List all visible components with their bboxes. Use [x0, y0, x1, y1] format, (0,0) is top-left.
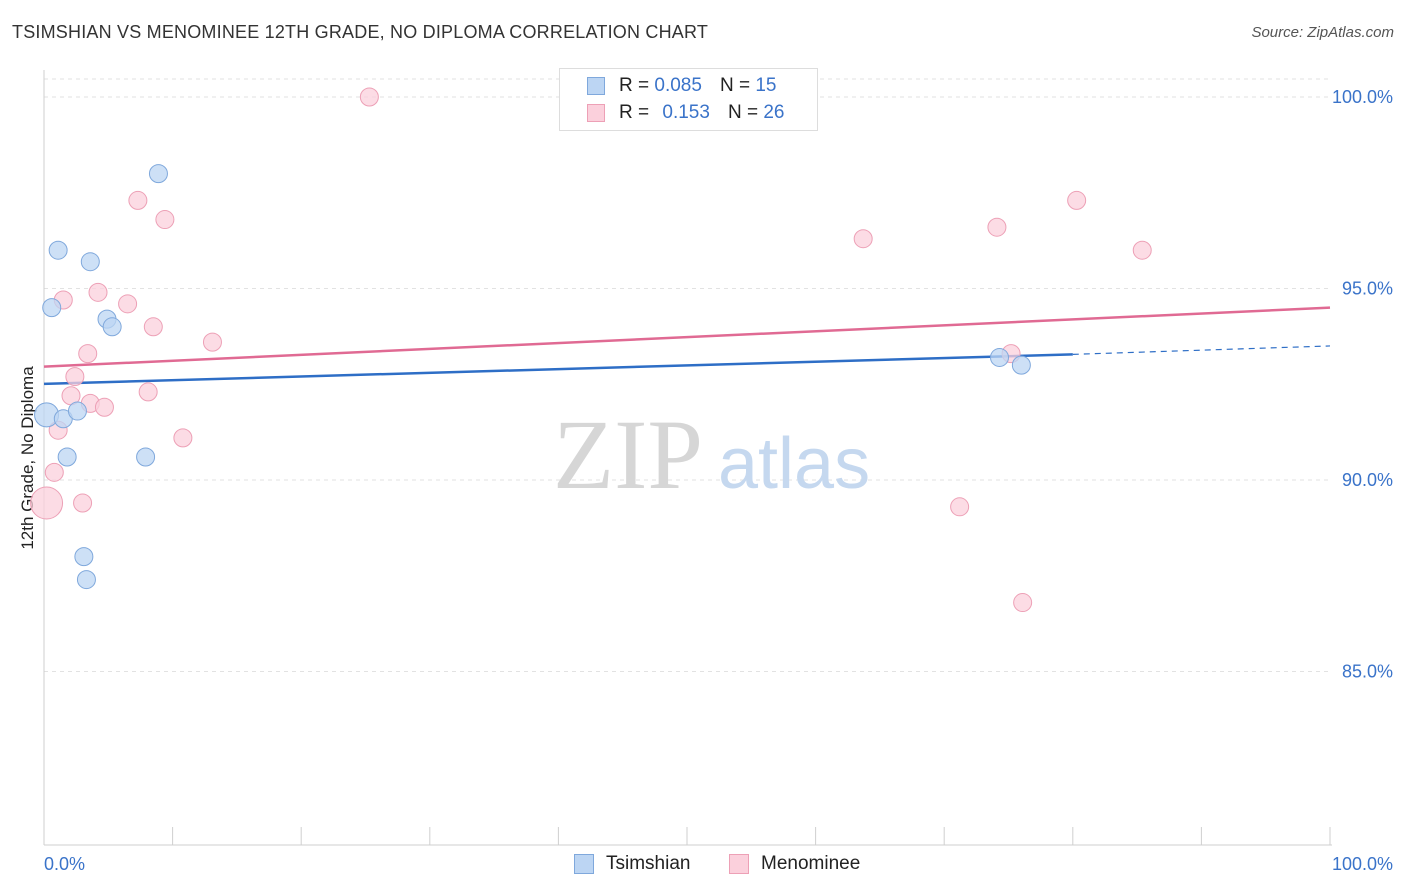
tsimshian-point — [67, 401, 87, 421]
y-tick-label: 85.0% — [1342, 662, 1393, 682]
tsimshian-legend-swatch — [574, 854, 594, 874]
axes — [43, 70, 1332, 846]
tsimshian-point — [136, 447, 156, 467]
menominee-point — [1132, 240, 1152, 260]
legend-row-menominee: R = 0.153 N = 26 — [587, 101, 784, 125]
x-tick-label: 100.0% — [1332, 854, 1393, 874]
menominee-point — [44, 462, 64, 482]
menominee-legend-label: Menominee — [761, 853, 861, 874]
bottom-legend-tsimshian: Tsimshian — [574, 852, 690, 876]
menominee-point — [143, 317, 163, 337]
trend-lines — [43, 306, 1331, 386]
menominee-swatch — [587, 104, 605, 122]
x-tick-label: 0.0% — [44, 854, 85, 874]
n-label: N = — [719, 75, 751, 96]
correlation-legend: R = 0.085 N = 15 R = 0.153 N = 26 — [559, 68, 818, 131]
menominee-trend-line — [43, 306, 1331, 368]
watermark: ZIP atlas — [553, 399, 870, 510]
menominee-point — [155, 210, 175, 230]
legend-row-tsimshian: R = 0.085 N = 15 — [587, 74, 776, 98]
tsimshian-point — [76, 570, 96, 590]
tsimshian-legend-label: Tsimshian — [606, 853, 691, 874]
r-label: R = — [619, 75, 650, 96]
tsimshian-point — [57, 447, 77, 467]
menominee-point — [359, 87, 379, 107]
menominee-point — [1067, 190, 1087, 210]
y-tick-label: 90.0% — [1342, 470, 1393, 490]
gridlines — [44, 78, 1330, 672]
tsimshian-point — [48, 240, 68, 260]
tsimshian-point — [102, 317, 122, 337]
menominee-point — [94, 397, 114, 417]
menominee-point — [987, 217, 1007, 237]
menominee-point — [30, 486, 64, 520]
r-value: 0.085 — [654, 75, 702, 96]
menominee-point — [950, 497, 970, 517]
tsimshian-trend-line — [43, 353, 1073, 386]
tsimshian-point — [74, 547, 94, 567]
tsimshian-swatch — [587, 77, 605, 95]
menominee-point — [1013, 593, 1033, 613]
menominee-point — [202, 332, 222, 352]
source-credit: Source: ZipAtlas.com — [1251, 24, 1394, 41]
menominee-point — [173, 428, 193, 448]
y-tick-label: 100.0% — [1332, 87, 1393, 107]
tsimshian-point — [42, 298, 62, 318]
tsimshian-point — [148, 164, 168, 184]
watermark-atlas: atlas — [718, 424, 870, 504]
menominee-point — [118, 294, 138, 314]
menominee-point — [853, 229, 873, 249]
menominee-point — [73, 493, 93, 513]
menominee-legend-swatch — [729, 854, 749, 874]
n-value: 26 — [763, 102, 785, 123]
data-points — [30, 87, 1152, 613]
tsimshian-point — [80, 252, 100, 272]
menominee-point — [88, 282, 108, 302]
tsimshian-point — [989, 347, 1009, 367]
n-value: 15 — [755, 75, 777, 96]
menominee-point — [128, 190, 148, 210]
y-tick-label: 95.0% — [1342, 279, 1393, 299]
tsimshian-point — [1011, 355, 1031, 375]
r-label: R = — [619, 102, 650, 123]
n-label: N = — [727, 102, 759, 123]
r-value: 0.153 — [662, 102, 710, 123]
menominee-point — [138, 382, 158, 402]
tick-labels: 85.0% 90.0% 95.0% 100.0% 0.0% 100.0% — [44, 87, 1393, 874]
watermark-zip: ZIP — [553, 399, 703, 510]
menominee-point — [65, 367, 85, 387]
menominee-point — [78, 344, 98, 364]
tsimshian-trend-extension — [1072, 345, 1331, 355]
bottom-legend-menominee: Menominee — [729, 852, 860, 876]
chart-title: TSIMSHIAN VS MENOMINEE 12TH GRADE, NO DI… — [12, 22, 709, 42]
